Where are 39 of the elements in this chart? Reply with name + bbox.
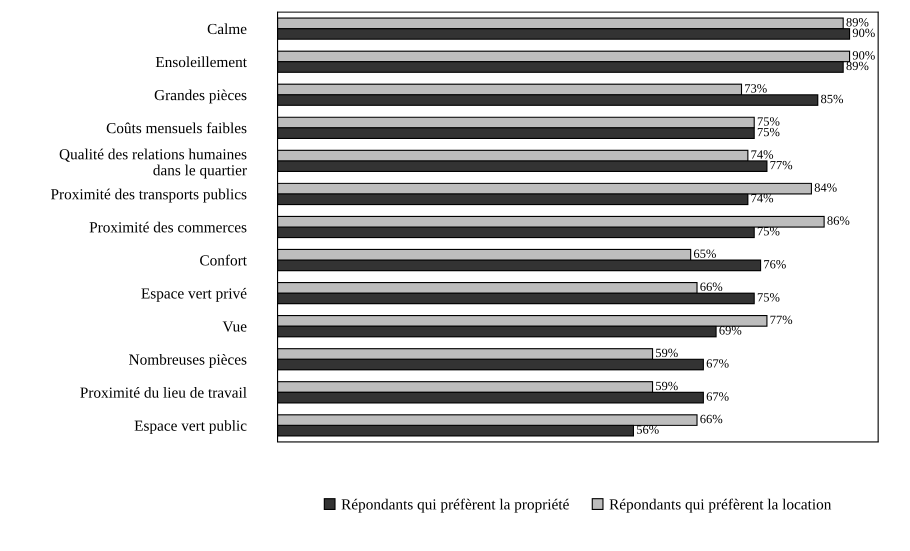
data-label: 77%	[770, 160, 792, 170]
legend-label: Répondants qui préfèrent la propriété	[342, 498, 569, 513]
y-tick-label: Vue	[222, 321, 246, 332]
data-label: 67%	[706, 392, 729, 401]
data-label: 75%	[758, 117, 780, 126]
y-tick-label: Qualité des relations humaines dans le quartier	[60, 148, 247, 178]
data-label: 77%	[770, 316, 792, 324]
y-tick-label: Proximité des transports publics	[50, 188, 246, 203]
data-label: 86%	[827, 216, 850, 225]
data-label: 65%	[694, 249, 716, 258]
y-tick-label: Coûts mensuels faibles	[106, 122, 246, 134]
y-tick-label: Proximité des commerces	[90, 222, 246, 232]
data-label: 56%	[636, 425, 659, 434]
y-tick-label: Espace vert public	[134, 420, 247, 434]
data-label: 67%	[706, 359, 729, 368]
y-tick-label: Proximité du lieu de travail	[80, 386, 247, 398]
data-label: 66%	[700, 282, 722, 292]
data-label: 74%	[751, 150, 774, 159]
y-tick-label: Nombreuses pièces	[129, 354, 246, 368]
data-label: 76%	[764, 260, 786, 269]
data-label: 89%	[846, 18, 868, 27]
y-tick-label: Calme	[208, 23, 246, 34]
data-label: 89%	[846, 62, 868, 70]
y-tick-label: Grandes pièces	[154, 89, 246, 104]
legend-label: Répondants qui préfèrent la location	[610, 498, 832, 513]
data-label: 75%	[758, 128, 780, 136]
data-label: 73%	[745, 84, 767, 93]
y-tick-label: Espace vert privé	[141, 288, 246, 302]
data-label: 90%	[852, 51, 875, 60]
data-label: 85%	[821, 94, 844, 104]
data-label: 66%	[700, 414, 722, 424]
data-label: 75%	[758, 293, 780, 302]
data-label: 84%	[814, 183, 837, 192]
data-label: 69%	[719, 326, 742, 335]
data-label: 59%	[656, 348, 678, 358]
y-tick-label: Confort	[200, 254, 247, 266]
data-label: 59%	[656, 382, 678, 390]
y-tick-label: Ensoleillement	[156, 56, 247, 68]
data-label: 90%	[852, 28, 875, 38]
